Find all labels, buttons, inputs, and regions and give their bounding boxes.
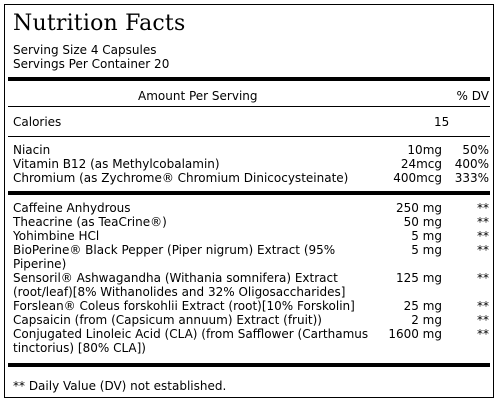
ingredient-dv: ** — [477, 299, 489, 313]
ingredient-row: Conjugated Linoleic Acid (CLA) (from Saf… — [5, 327, 493, 341]
ingredient-name: Yohimbine HCl — [13, 229, 100, 243]
nutrient-name: Niacin — [13, 143, 51, 157]
ingredient-row: Forslean® Coleus forskohlii Extract (roo… — [5, 299, 493, 313]
daily-value-header: % DV — [456, 89, 489, 103]
nutrient-row: Chromium (as Zychrome® Chromium Dinicocy… — [5, 171, 493, 185]
nutrient-dv: 400% — [454, 157, 489, 171]
serving-size: Serving Size 4 Capsules — [13, 43, 157, 57]
ingredient-name: Capsaicin (from (Capsicum annuum) Extrac… — [13, 313, 322, 327]
ingredient-amount: 2 mg — [411, 313, 442, 327]
ingredient-dv: ** — [477, 229, 489, 243]
nutrient-amount: 10mg — [407, 143, 442, 157]
divider — [8, 136, 490, 137]
ingredient-name-continued: (root/leaf)[8% Withanolides and 32% Olig… — [13, 285, 346, 299]
ingredient-amount: 250 mg — [395, 201, 442, 215]
nutrient-dv: 333% — [454, 171, 489, 185]
panel-title: Nutrition Facts — [13, 11, 186, 36]
ingredient-name: Theacrine (as TeaCrine®) — [13, 215, 167, 229]
ingredient-name: BioPerine® Black Pepper (Piper nigrum) E… — [13, 243, 336, 257]
nutrient-name: Chromium (as Zychrome® Chromium Dinicocy… — [13, 171, 349, 185]
divider-thick — [8, 191, 490, 195]
nutrient-amount: 24mcg — [400, 157, 442, 171]
ingredient-name: Caffeine Anhydrous — [13, 201, 131, 215]
servings-per-container: Servings Per Container 20 — [13, 57, 170, 71]
calories-value: 15 — [434, 115, 450, 129]
ingredient-row: Theacrine (as TeaCrine®) 50 mg ** — [5, 215, 493, 229]
amount-per-serving-header: Amount Per Serving — [138, 89, 258, 103]
ingredient-dv: ** — [477, 327, 489, 341]
divider — [8, 106, 490, 107]
ingredient-name: Sensoril® Ashwagandha (Withania somnifer… — [13, 271, 338, 285]
ingredient-row-continued: (root/leaf)[8% Withanolides and 32% Olig… — [5, 285, 493, 299]
ingredient-amount: 50 mg — [403, 215, 442, 229]
ingredient-amount: 5 mg — [411, 229, 442, 243]
nutrient-row: Vitamin B12 (as Methylcobalamin) 24mcg 4… — [5, 157, 493, 171]
calories-label: Calories — [13, 115, 62, 129]
ingredient-amount: 5 mg — [411, 243, 442, 257]
ingredient-row: Sensoril® Ashwagandha (Withania somnifer… — [5, 271, 493, 285]
nutrient-row: Niacin 10mg 50% — [5, 143, 493, 157]
nutrient-amount: 400mcg — [393, 171, 442, 185]
nutrient-name: Vitamin B12 (as Methylcobalamin) — [13, 157, 220, 171]
ingredient-dv: ** — [477, 271, 489, 285]
ingredient-dv: ** — [477, 313, 489, 327]
ingredient-name-continued: tinctorius) [80% CLA]) — [13, 341, 146, 355]
ingredient-name-continued: Piperine) — [13, 257, 67, 271]
ingredient-name: Forslean® Coleus forskohlii Extract (roo… — [13, 299, 355, 313]
ingredient-row: BioPerine® Black Pepper (Piper nigrum) E… — [5, 243, 493, 257]
ingredient-amount: 1600 mg — [388, 327, 442, 341]
divider-thick — [8, 77, 490, 81]
ingredient-dv: ** — [477, 201, 489, 215]
ingredient-amount: 25 mg — [403, 299, 442, 313]
ingredient-name: Conjugated Linoleic Acid (CLA) (from Saf… — [13, 327, 369, 341]
nutrient-dv: 50% — [462, 143, 489, 157]
ingredient-row: Capsaicin (from (Capsicum annuum) Extrac… — [5, 313, 493, 327]
ingredient-row: Caffeine Anhydrous 250 mg ** — [5, 201, 493, 215]
footnote: ** Daily Value (DV) not established. — [13, 379, 227, 393]
ingredient-row-continued: tinctorius) [80% CLA]) — [5, 341, 493, 355]
ingredient-dv: ** — [477, 215, 489, 229]
divider-thick — [8, 363, 490, 367]
ingredient-amount: 125 mg — [395, 271, 442, 285]
nutrition-facts-panel: Nutrition Facts Serving Size 4 Capsules … — [4, 4, 494, 398]
ingredient-row: Yohimbine HCl 5 mg ** — [5, 229, 493, 243]
calories-row: Calories 15 — [5, 115, 493, 129]
ingredient-row-continued: Piperine) — [5, 257, 493, 271]
ingredient-dv: ** — [477, 243, 489, 257]
